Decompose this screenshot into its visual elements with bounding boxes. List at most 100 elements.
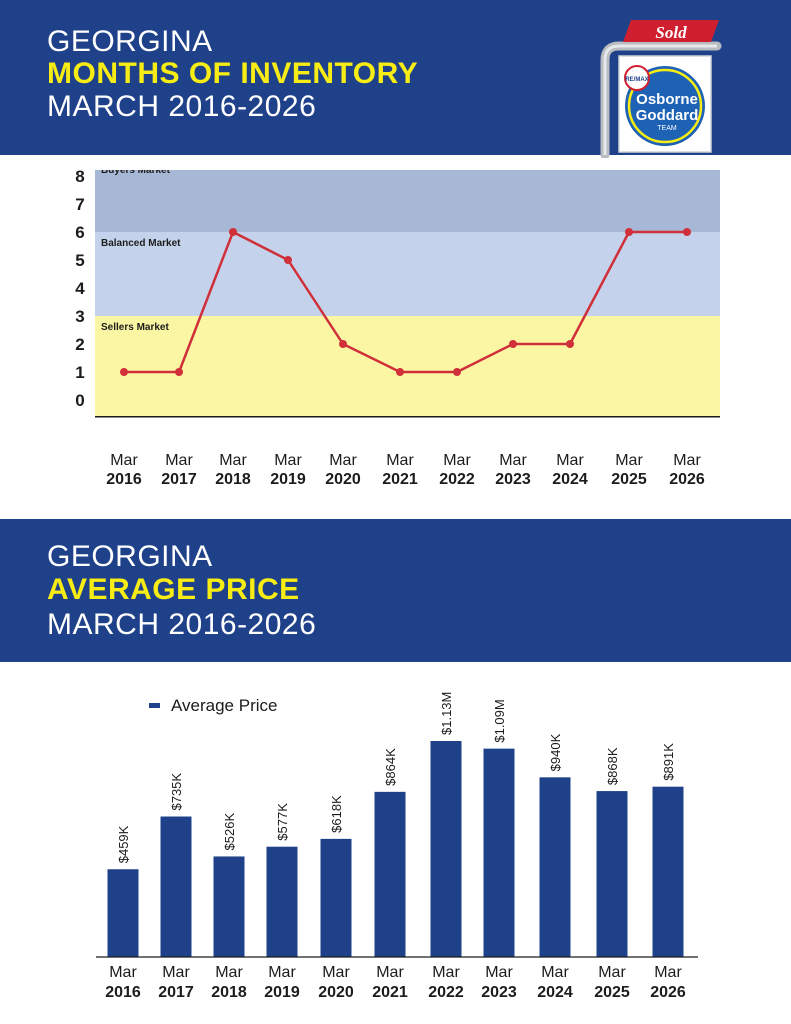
data-point xyxy=(284,256,292,264)
x-tick-label: 2022 xyxy=(439,471,475,488)
logo-name-1: Osborne xyxy=(636,91,698,108)
team-logo: Sold RE/MAX Osborne Goddard TEAM xyxy=(600,20,722,158)
market-band xyxy=(95,170,720,232)
x-tick-label: 2024 xyxy=(552,471,588,488)
data-label: $526K xyxy=(222,813,237,851)
y-tick-label: 2 xyxy=(75,335,84,354)
x-tick-label: 2021 xyxy=(382,471,418,488)
logo-name-3: TEAM xyxy=(657,125,677,132)
x-tick-label: Mar xyxy=(268,964,296,981)
y-tick-label: 4 xyxy=(75,279,85,298)
x-tick-label: Mar xyxy=(485,964,513,981)
price-bar xyxy=(160,816,192,957)
x-tick-label: Mar xyxy=(219,452,247,469)
data-label: $735K xyxy=(169,773,184,811)
header-line-2: MONTHS OF INVENTORY xyxy=(47,57,419,90)
data-point xyxy=(229,228,237,236)
price-bar xyxy=(266,846,298,957)
header-banner-price: GEORGINA AVERAGE PRICE MARCH 2016-2026 xyxy=(0,519,791,662)
price-bar xyxy=(107,869,139,957)
x-tick-label: Mar xyxy=(376,964,404,981)
price-bar xyxy=(652,786,684,957)
x-tick-label: 2018 xyxy=(211,984,247,1001)
x-tick-label: Mar xyxy=(598,964,626,981)
x-tick-label: 2017 xyxy=(161,471,197,488)
legend-label: Average Price xyxy=(171,696,277,715)
band-label: Sellers Market xyxy=(101,322,169,333)
x-tick-label: 2019 xyxy=(270,471,306,488)
x-tick-label: 2021 xyxy=(372,984,408,1001)
header-line-2: AVERAGE PRICE xyxy=(47,573,300,606)
x-tick-label: Mar xyxy=(673,452,701,469)
sold-sign-icon xyxy=(623,20,719,42)
x-tick-label: Mar xyxy=(556,452,584,469)
band-label: Buyers Market xyxy=(101,170,171,176)
y-tick-label: 3 xyxy=(75,307,84,326)
x-tick-label: 2019 xyxy=(264,984,300,1001)
x-tick-label: Mar xyxy=(110,452,138,469)
x-tick-label: 2016 xyxy=(106,471,142,488)
x-tick-label: 2020 xyxy=(325,471,361,488)
x-tick-label: 2020 xyxy=(318,984,354,1001)
average-price-bar-chart: Average Price $459K $735K $526K $577K $618K $8… xyxy=(96,692,698,1001)
x-tick-label: 2017 xyxy=(158,984,194,1001)
data-point xyxy=(396,368,404,376)
x-tick-label: Mar xyxy=(162,964,190,981)
data-point xyxy=(339,340,347,348)
data-label: $1.13M xyxy=(439,692,454,735)
x-tick-label: Mar xyxy=(274,452,302,469)
x-tick-label: 2024 xyxy=(537,984,573,1001)
x-tick-label: 2023 xyxy=(481,984,517,1001)
x-tick-label: Mar xyxy=(386,452,414,469)
price-bar xyxy=(596,791,628,957)
legend-swatch xyxy=(149,703,160,708)
x-tick-label: 2016 xyxy=(105,984,141,1001)
data-point xyxy=(509,340,517,348)
y-tick-label: 5 xyxy=(75,251,84,270)
data-label: $1.09M xyxy=(492,699,507,742)
x-tick-label: Mar xyxy=(615,452,643,469)
x-tick-label: 2022 xyxy=(428,984,464,1001)
data-label: $891K xyxy=(661,743,676,781)
x-tick-label: 2023 xyxy=(495,471,531,488)
x-tick-label: Mar xyxy=(322,964,350,981)
x-tick-label: Mar xyxy=(329,452,357,469)
x-tick-label: Mar xyxy=(215,964,243,981)
inventory-line-chart: Buyers Market Balanced Market Sellers Mark… xyxy=(75,170,720,488)
x-tick-label: Mar xyxy=(654,964,682,981)
market-band xyxy=(95,316,720,417)
header-line-1: GEORGINA xyxy=(47,25,213,58)
y-tick-label: 1 xyxy=(75,363,84,382)
x-tick-label: 2026 xyxy=(650,984,686,1001)
data-label: $868K xyxy=(605,747,620,785)
header-line-3: MARCH 2016-2026 xyxy=(47,608,317,641)
market-band xyxy=(95,232,720,316)
data-point xyxy=(625,228,633,236)
header-line-1: GEORGINA xyxy=(47,540,213,573)
data-point xyxy=(566,340,574,348)
x-tick-label: 2026 xyxy=(669,471,705,488)
band-label: Balanced Market xyxy=(101,238,181,249)
y-tick-label: 7 xyxy=(75,195,84,214)
svg-text:RE/MAX: RE/MAX xyxy=(625,77,648,83)
x-tick-label: 2025 xyxy=(611,471,647,488)
x-tick-label: Mar xyxy=(499,452,527,469)
data-point xyxy=(683,228,691,236)
y-tick-label: 8 xyxy=(75,170,84,186)
data-point xyxy=(453,368,461,376)
sold-sign-text: Sold xyxy=(655,23,687,42)
data-label: $864K xyxy=(383,748,398,786)
x-tick-label: Mar xyxy=(109,964,137,981)
x-tick-label: Mar xyxy=(432,964,460,981)
x-tick-label: Mar xyxy=(541,964,569,981)
y-tick-label: 6 xyxy=(75,223,84,242)
logo-name-2: Goddard xyxy=(636,107,699,124)
x-tick-label: 2025 xyxy=(594,984,630,1001)
data-label: $940K xyxy=(548,733,563,771)
x-tick-label: Mar xyxy=(165,452,193,469)
price-bar xyxy=(483,748,515,957)
data-point xyxy=(120,368,128,376)
price-bar xyxy=(374,791,406,957)
y-tick-label: 0 xyxy=(75,391,84,410)
balloon-icon xyxy=(624,65,650,91)
